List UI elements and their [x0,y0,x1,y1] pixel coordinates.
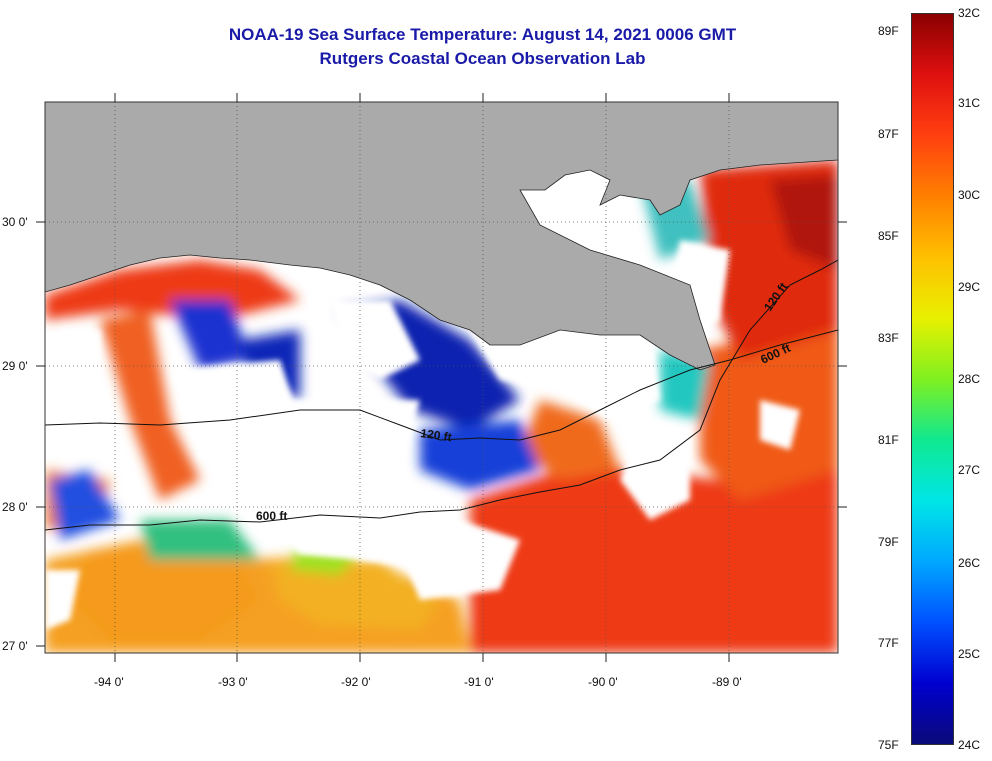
chart-title: NOAA-19 Sea Surface Temperature: August … [228,25,737,44]
colorbar-celsius-label: 32C [958,6,981,20]
longitude-label: -90 0' [588,675,618,689]
colorbar-fahrenheit-label: 85F [878,229,899,243]
map-plot-area [45,102,838,653]
colorbar-fahrenheit-label: 83F [878,331,899,345]
chart-subtitle: Rutgers Coastal Ocean Observation Lab [319,49,646,68]
colorbar-celsius-label: 28C [958,372,981,386]
temperature-colorbar [911,13,954,745]
contour-label: 600 ft [256,509,287,523]
colorbar-celsius-label: 31C [958,96,981,110]
longitude-label: -92 0' [341,675,371,689]
latitude-labels: 30 0' 29 0' 28 0' 27 0' [2,215,28,653]
axis-ticks [36,93,847,662]
colorbar-celsius-label: 26C [958,556,981,570]
colorbar-fahrenheit-label: 77F [878,636,899,650]
cloud-cover [45,180,800,630]
colorbar-celsius-label: 30C [958,188,981,202]
colorbar-fahrenheit-label: 81F [878,433,899,447]
colorbar-fahrenheit-label: 87F [878,127,899,141]
bathymetry-contours [45,259,838,531]
land [45,102,838,371]
longitude-label: -93 0' [218,675,248,689]
contour-label: 120 ft [420,426,453,444]
colorbar-fahrenheit-label: 89F [878,24,899,38]
longitude-label: -94 0' [94,675,124,689]
latitude-label: 29 0' [2,359,28,373]
longitude-label: -91 0' [464,675,494,689]
sst-field [45,160,838,653]
colorbar-celsius-label: 27C [958,463,981,477]
colorbar-celsius-label: 24C [958,738,981,752]
latitude-label: 28 0' [2,500,28,514]
colorbar-celsius-label: 29C [958,280,981,294]
colorbar-fahrenheit-label: 75F [878,738,899,752]
latitude-label: 30 0' [2,215,28,229]
latitude-label: 27 0' [2,639,28,653]
map-frame [44,101,839,654]
colorbar-celsius-label: 25C [958,647,981,661]
longitude-label: -89 0' [712,675,742,689]
longitude-labels: -94 0' -93 0' -92 0' -91 0' -90 0' -89 0… [94,675,742,689]
colorbar-fahrenheit-label: 79F [878,535,899,549]
